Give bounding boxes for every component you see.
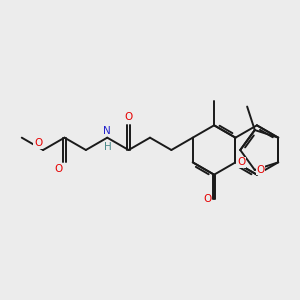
Text: O: O [203, 194, 211, 204]
Text: O: O [34, 138, 42, 148]
Text: O: O [54, 164, 63, 174]
Text: O: O [256, 165, 264, 175]
Text: N: N [103, 126, 111, 136]
Text: O: O [237, 157, 245, 167]
Text: O: O [124, 112, 133, 122]
Text: H: H [104, 142, 112, 152]
